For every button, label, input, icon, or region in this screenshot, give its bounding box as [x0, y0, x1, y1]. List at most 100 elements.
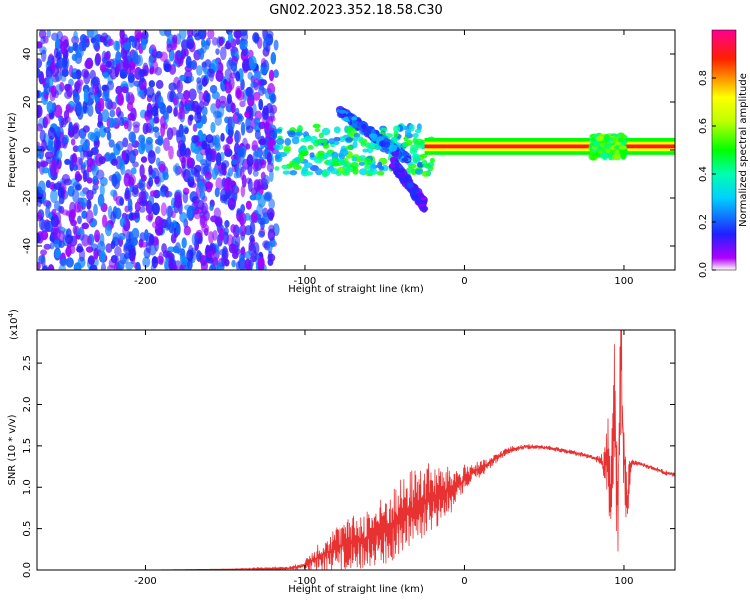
spectral-blob	[283, 145, 292, 152]
spectral-blob	[353, 132, 361, 138]
spectral-blob	[191, 100, 200, 112]
snr-y-multiplier: (x104)	[7, 309, 20, 340]
spectral-blob	[358, 168, 368, 176]
spectral-blob	[419, 199, 428, 204]
spectral-blob	[205, 143, 211, 156]
spectral-blob	[43, 35, 49, 44]
spectral-blob	[351, 156, 358, 162]
spectral-blob	[151, 255, 159, 269]
spectral-blob	[252, 150, 258, 162]
spectral-blob	[92, 83, 98, 96]
spectral-blob	[75, 183, 83, 191]
spectral-blob	[312, 123, 321, 129]
spectral-blob	[168, 82, 177, 91]
spectral-blob	[270, 104, 278, 115]
spectral-blob	[177, 248, 186, 256]
spectral-blob	[158, 251, 164, 264]
spectral-blob	[151, 221, 158, 229]
spectral-blob	[309, 152, 315, 158]
spectral-blob	[207, 68, 216, 78]
colorbar-tick-label: 0.6	[698, 118, 709, 134]
spectral-blob	[203, 98, 210, 107]
spectral-blob	[138, 191, 147, 202]
spectral-blob	[45, 220, 54, 233]
spectral-blob	[128, 211, 134, 221]
spectral-blob	[222, 168, 227, 176]
spectral-blob	[171, 210, 176, 219]
spectral-blob	[244, 110, 250, 118]
spectral-blob	[207, 30, 215, 40]
spectral-blob	[398, 171, 406, 179]
spectral-blob	[160, 202, 167, 217]
spectral-blob	[344, 161, 351, 168]
spectral-blob	[96, 82, 102, 94]
y-tick-label: -40	[22, 238, 33, 254]
spectral-blob	[200, 202, 209, 215]
spectral-blob	[211, 91, 220, 100]
spectral-blob	[155, 227, 164, 235]
spectral-blob	[617, 137, 624, 143]
spectral-blob	[63, 109, 70, 120]
spectral-blob	[144, 229, 149, 242]
spectral-blob	[252, 32, 260, 43]
spectral-blob	[41, 196, 47, 205]
spectral-blob	[123, 242, 131, 251]
spectral-blob	[253, 78, 259, 91]
spectral-blob	[188, 169, 195, 181]
spectral-blob	[245, 143, 251, 150]
spectral-blob	[220, 132, 225, 142]
spectral-blob	[167, 90, 175, 103]
spectral-blob	[43, 243, 52, 250]
y-tick-label: 0.5	[22, 521, 33, 537]
spectral-blob	[180, 48, 187, 60]
spectral-blob	[80, 162, 87, 170]
spectral-blob	[92, 175, 99, 185]
spectral-blob	[43, 82, 51, 96]
spectral-blob	[210, 121, 216, 134]
spectral-blob	[411, 153, 421, 160]
spectral-blob	[247, 162, 253, 175]
spectral-blob	[246, 86, 255, 101]
spectral-blob	[338, 136, 346, 143]
spectral-blob	[418, 193, 424, 198]
spectral-blob	[49, 181, 56, 190]
spectral-blob	[37, 161, 41, 169]
spectral-blob	[117, 260, 125, 270]
spectral-blob	[72, 42, 79, 52]
spectral-blob	[321, 127, 331, 136]
spectral-blob	[47, 264, 55, 270]
spectral-blob	[212, 110, 222, 119]
spectral-blob	[227, 31, 233, 44]
spectral-blob	[85, 209, 94, 224]
spectral-blob	[55, 51, 62, 61]
spectral-blob	[287, 130, 296, 138]
spectral-blob	[162, 250, 170, 258]
spectral-blob	[315, 139, 322, 144]
spectral-blob	[37, 180, 46, 194]
spectral-blob	[134, 37, 141, 51]
spectral-blob	[128, 149, 136, 164]
spectral-blob	[200, 38, 206, 48]
spectral-blob	[223, 227, 229, 236]
spectral-blob	[198, 30, 205, 39]
spectral-blob	[313, 157, 323, 164]
spectral-blob	[102, 90, 109, 102]
spectral-blob	[82, 100, 88, 114]
spectral-blob	[267, 251, 273, 260]
spectral-blob	[175, 223, 181, 236]
spectral-blob	[258, 121, 266, 130]
y-tick-label: 1.5	[22, 438, 33, 454]
spectral-blob	[393, 125, 401, 133]
spectral-blob	[201, 61, 207, 68]
spectral-blob	[205, 134, 214, 144]
spectral-blob	[53, 182, 62, 191]
spectral-blob	[193, 135, 200, 143]
spectral-blob	[218, 248, 227, 256]
spectral-blob	[206, 181, 211, 188]
spectral-blob	[107, 38, 114, 47]
spectral-blob	[97, 240, 106, 254]
y-tick-label: 20	[22, 96, 33, 109]
spectral-blob	[142, 122, 149, 135]
spectrogram-y-ticks: -40 -20 0 20 40	[22, 48, 675, 254]
spectral-blob	[152, 116, 160, 124]
